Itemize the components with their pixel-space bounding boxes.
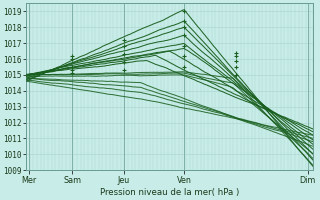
X-axis label: Pression niveau de la mer( hPa ): Pression niveau de la mer( hPa ) [100,188,239,197]
